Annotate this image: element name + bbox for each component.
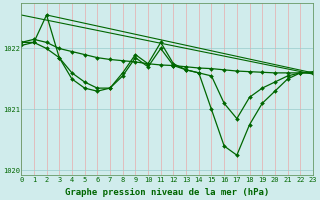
X-axis label: Graphe pression niveau de la mer (hPa): Graphe pression niveau de la mer (hPa) (65, 188, 269, 197)
